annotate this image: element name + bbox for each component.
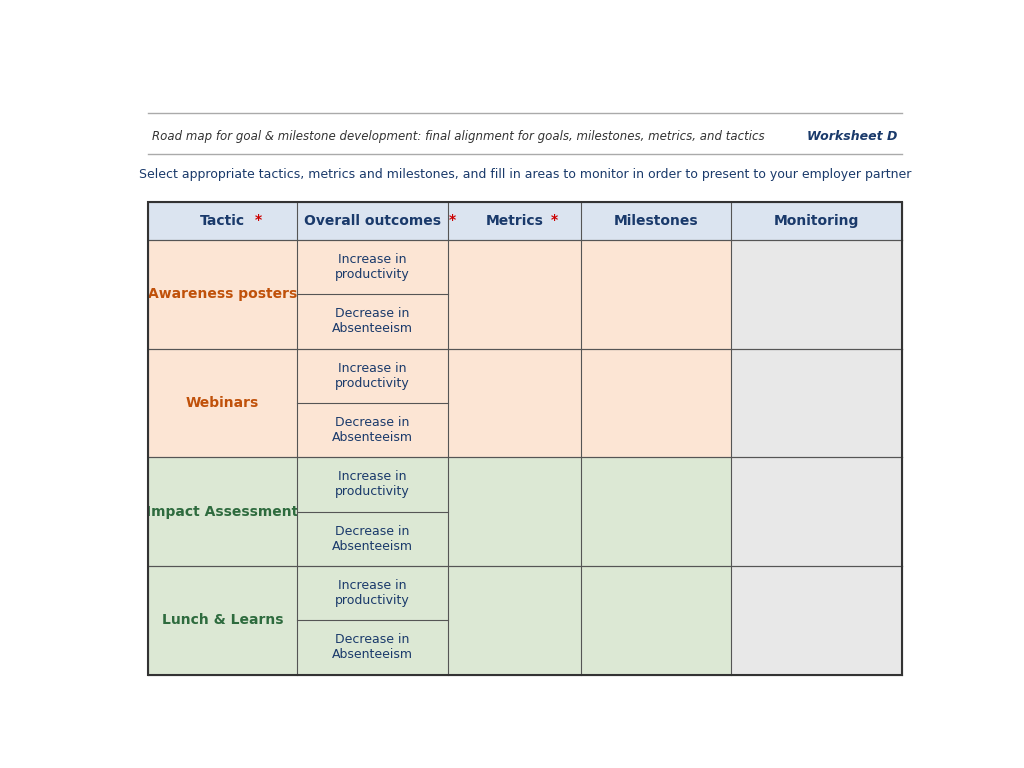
Text: Increase in
productivity: Increase in productivity (335, 253, 410, 281)
Text: Lunch & Learns: Lunch & Learns (162, 614, 284, 627)
Text: Decrease in
Absenteeism: Decrease in Absenteeism (332, 307, 413, 336)
Bar (447, 240, 581, 349)
Bar (147, 201, 902, 240)
Bar (297, 240, 447, 294)
Text: Milestones: Milestones (613, 214, 698, 228)
Text: Increase in
productivity: Increase in productivity (335, 579, 410, 607)
Text: *: * (255, 213, 262, 227)
Bar (297, 566, 447, 621)
Text: Tactic: Tactic (200, 214, 245, 228)
Text: Road map for goal & milestone development: final alignment for goals, milestones: Road map for goal & milestone developmen… (152, 130, 765, 143)
Bar (147, 240, 297, 349)
Text: Worksheet D: Worksheet D (807, 130, 898, 143)
Text: Decrease in
Absenteeism: Decrease in Absenteeism (332, 416, 413, 444)
Text: Metrics: Metrics (485, 214, 543, 228)
Bar (147, 201, 902, 674)
Bar (581, 240, 730, 349)
Bar (730, 240, 902, 349)
Bar (297, 511, 447, 566)
Text: Overall outcomes: Overall outcomes (304, 214, 441, 228)
Bar (730, 566, 902, 674)
Bar (297, 349, 447, 403)
Bar (447, 566, 581, 674)
Text: Decrease in
Absenteeism: Decrease in Absenteeism (332, 525, 413, 553)
Bar (297, 403, 447, 457)
Bar (581, 349, 730, 457)
Text: Select appropriate tactics, metrics and milestones, and fill in areas to monitor: Select appropriate tactics, metrics and … (138, 168, 911, 181)
Text: *: * (551, 213, 558, 227)
Bar (297, 294, 447, 349)
Bar (147, 457, 297, 566)
Text: Impact Assessment: Impact Assessment (146, 505, 299, 518)
Text: Decrease in
Absenteeism: Decrease in Absenteeism (332, 634, 413, 661)
Bar (147, 566, 297, 674)
Bar (581, 566, 730, 674)
Bar (447, 349, 581, 457)
Text: Increase in
productivity: Increase in productivity (335, 471, 410, 498)
Text: Increase in
productivity: Increase in productivity (335, 362, 410, 390)
Bar (147, 349, 297, 457)
Text: Awareness posters: Awareness posters (147, 287, 297, 301)
Text: *: * (449, 213, 456, 227)
Bar (297, 621, 447, 674)
Bar (581, 457, 730, 566)
Bar (297, 457, 447, 511)
Text: Monitoring: Monitoring (773, 214, 859, 228)
Bar (447, 457, 581, 566)
Bar (730, 457, 902, 566)
Text: Webinars: Webinars (185, 396, 259, 410)
Bar (730, 349, 902, 457)
